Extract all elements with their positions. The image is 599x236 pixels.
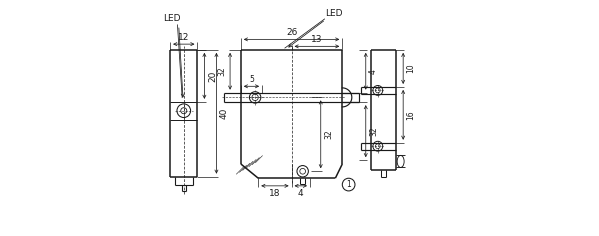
Text: LED: LED [325, 9, 343, 18]
Text: 4: 4 [369, 69, 378, 74]
Text: 32: 32 [217, 66, 226, 76]
Text: 5: 5 [249, 75, 254, 84]
Text: 4: 4 [298, 189, 304, 198]
Text: 18: 18 [269, 189, 281, 198]
Text: 20: 20 [208, 70, 217, 81]
Text: 12: 12 [178, 33, 189, 42]
Text: 16: 16 [407, 110, 416, 120]
Text: 40: 40 [220, 108, 229, 119]
Text: 13: 13 [311, 35, 323, 44]
Text: 32: 32 [369, 126, 378, 136]
Text: 26: 26 [286, 28, 297, 37]
Text: LED: LED [163, 14, 180, 23]
Text: 10: 10 [407, 63, 416, 73]
Text: 1: 1 [346, 180, 351, 189]
Text: 32: 32 [324, 130, 333, 139]
